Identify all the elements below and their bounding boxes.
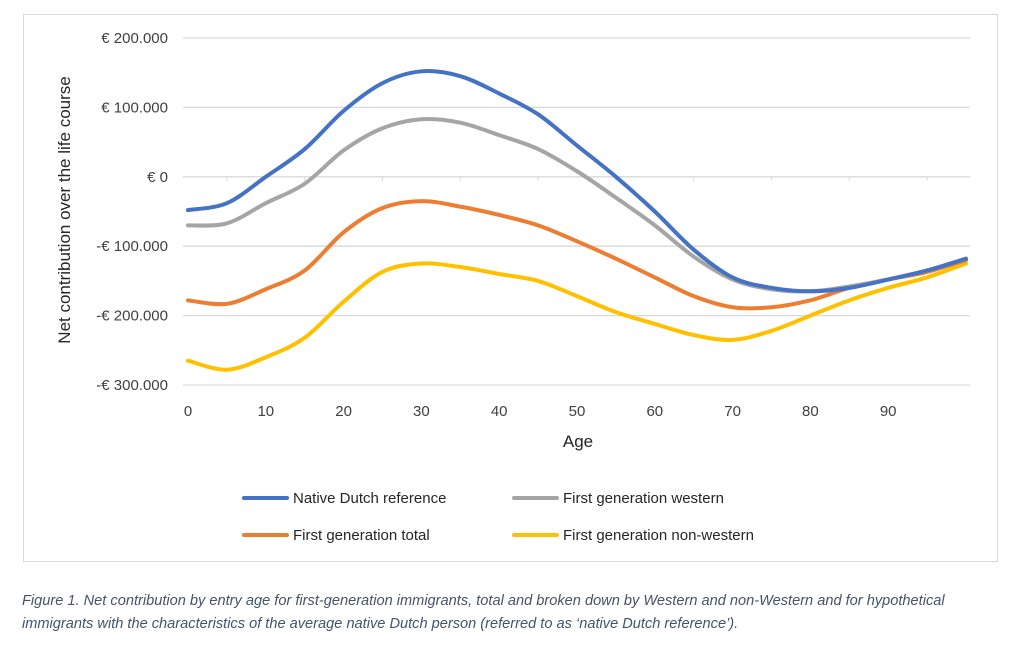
legend-label: First generation total (293, 527, 430, 544)
series-line-first-generation-total (186, 199, 968, 311)
figure-caption: Figure 1. Net contribution by entry age … (22, 593, 945, 632)
y-axis-label: Net contribution over the life course (55, 76, 74, 343)
x-tick-label: 30 (413, 403, 430, 420)
series-line-first-generation-non-western (186, 261, 968, 372)
x-tick-label: 50 (569, 403, 586, 420)
legend-label: First generation non-western (563, 527, 754, 544)
x-tick-label: 90 (880, 403, 897, 420)
x-tick-label: 0 (184, 403, 192, 420)
series-line-native-dutch-reference (186, 69, 968, 294)
x-tick-label: 70 (724, 403, 741, 420)
x-tick-label: 20 (335, 403, 352, 420)
y-tick-label: € 100.000 (101, 99, 168, 116)
chart-frame (23, 14, 998, 562)
legend-label: Native Dutch reference (293, 490, 446, 507)
y-tick-label: € 0 (147, 169, 168, 186)
x-tick-label: 10 (257, 403, 274, 420)
x-tick-label: 80 (802, 403, 819, 420)
x-tick-label: 40 (491, 403, 508, 420)
y-tick-label: -€ 100.000 (96, 238, 168, 255)
y-tick-label: -€ 300.000 (96, 377, 168, 394)
line-chart: 0 10 20 30 40 50 60 70 80 90 € 200.000 € 100.000 € … (55, 30, 970, 544)
legend-label: First generation western (563, 490, 724, 507)
x-tick-label: 60 (646, 403, 663, 420)
y-tick-label: -€ 200.000 (96, 308, 168, 325)
x-axis-label: Age (563, 432, 593, 451)
y-tick-label: € 200.000 (101, 30, 168, 47)
